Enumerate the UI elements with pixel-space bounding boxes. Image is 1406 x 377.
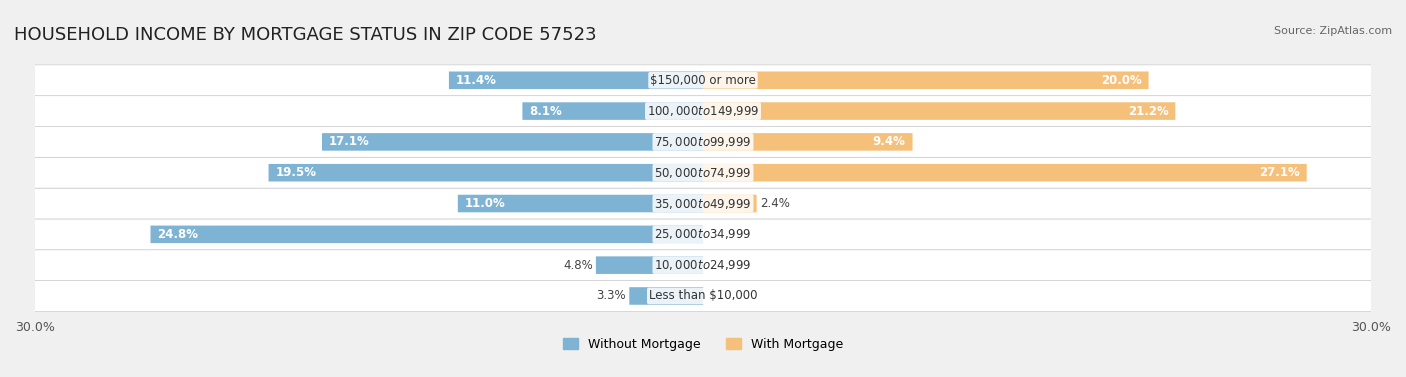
FancyBboxPatch shape xyxy=(458,195,703,212)
FancyBboxPatch shape xyxy=(322,133,703,151)
Text: $10,000 to $24,999: $10,000 to $24,999 xyxy=(654,258,752,272)
FancyBboxPatch shape xyxy=(35,96,1371,127)
FancyBboxPatch shape xyxy=(703,102,1175,120)
FancyBboxPatch shape xyxy=(35,280,1371,311)
Text: $100,000 to $149,999: $100,000 to $149,999 xyxy=(647,104,759,118)
FancyBboxPatch shape xyxy=(703,133,912,151)
FancyBboxPatch shape xyxy=(35,188,1371,219)
Text: 11.4%: 11.4% xyxy=(456,74,496,87)
FancyBboxPatch shape xyxy=(449,72,703,89)
FancyBboxPatch shape xyxy=(630,287,703,305)
FancyBboxPatch shape xyxy=(150,225,703,243)
FancyBboxPatch shape xyxy=(703,72,1149,89)
Text: 4.8%: 4.8% xyxy=(562,259,593,272)
Text: $150,000 or more: $150,000 or more xyxy=(650,74,756,87)
Text: 17.1%: 17.1% xyxy=(329,135,370,149)
Text: HOUSEHOLD INCOME BY MORTGAGE STATUS IN ZIP CODE 57523: HOUSEHOLD INCOME BY MORTGAGE STATUS IN Z… xyxy=(14,26,596,44)
Text: 24.8%: 24.8% xyxy=(157,228,198,241)
Text: 9.4%: 9.4% xyxy=(873,135,905,149)
Text: $25,000 to $34,999: $25,000 to $34,999 xyxy=(654,227,752,241)
FancyBboxPatch shape xyxy=(35,157,1371,188)
Text: 20.0%: 20.0% xyxy=(1101,74,1142,87)
Text: $75,000 to $99,999: $75,000 to $99,999 xyxy=(654,135,752,149)
Text: 19.5%: 19.5% xyxy=(276,166,316,179)
FancyBboxPatch shape xyxy=(703,164,1306,181)
FancyBboxPatch shape xyxy=(35,127,1371,157)
Legend: Without Mortgage, With Mortgage: Without Mortgage, With Mortgage xyxy=(558,333,848,356)
FancyBboxPatch shape xyxy=(596,256,703,274)
Text: Less than $10,000: Less than $10,000 xyxy=(648,290,758,302)
FancyBboxPatch shape xyxy=(35,219,1371,250)
Text: 2.4%: 2.4% xyxy=(759,197,790,210)
FancyBboxPatch shape xyxy=(523,102,703,120)
FancyBboxPatch shape xyxy=(35,65,1371,96)
FancyBboxPatch shape xyxy=(35,250,1371,280)
Text: 27.1%: 27.1% xyxy=(1258,166,1299,179)
FancyBboxPatch shape xyxy=(269,164,703,181)
Text: 8.1%: 8.1% xyxy=(529,104,562,118)
Text: 11.0%: 11.0% xyxy=(465,197,506,210)
Text: $50,000 to $74,999: $50,000 to $74,999 xyxy=(654,166,752,180)
Text: 21.2%: 21.2% xyxy=(1128,104,1168,118)
Text: $35,000 to $49,999: $35,000 to $49,999 xyxy=(654,196,752,210)
Text: 3.3%: 3.3% xyxy=(596,290,626,302)
FancyBboxPatch shape xyxy=(703,195,756,212)
Text: Source: ZipAtlas.com: Source: ZipAtlas.com xyxy=(1274,26,1392,37)
